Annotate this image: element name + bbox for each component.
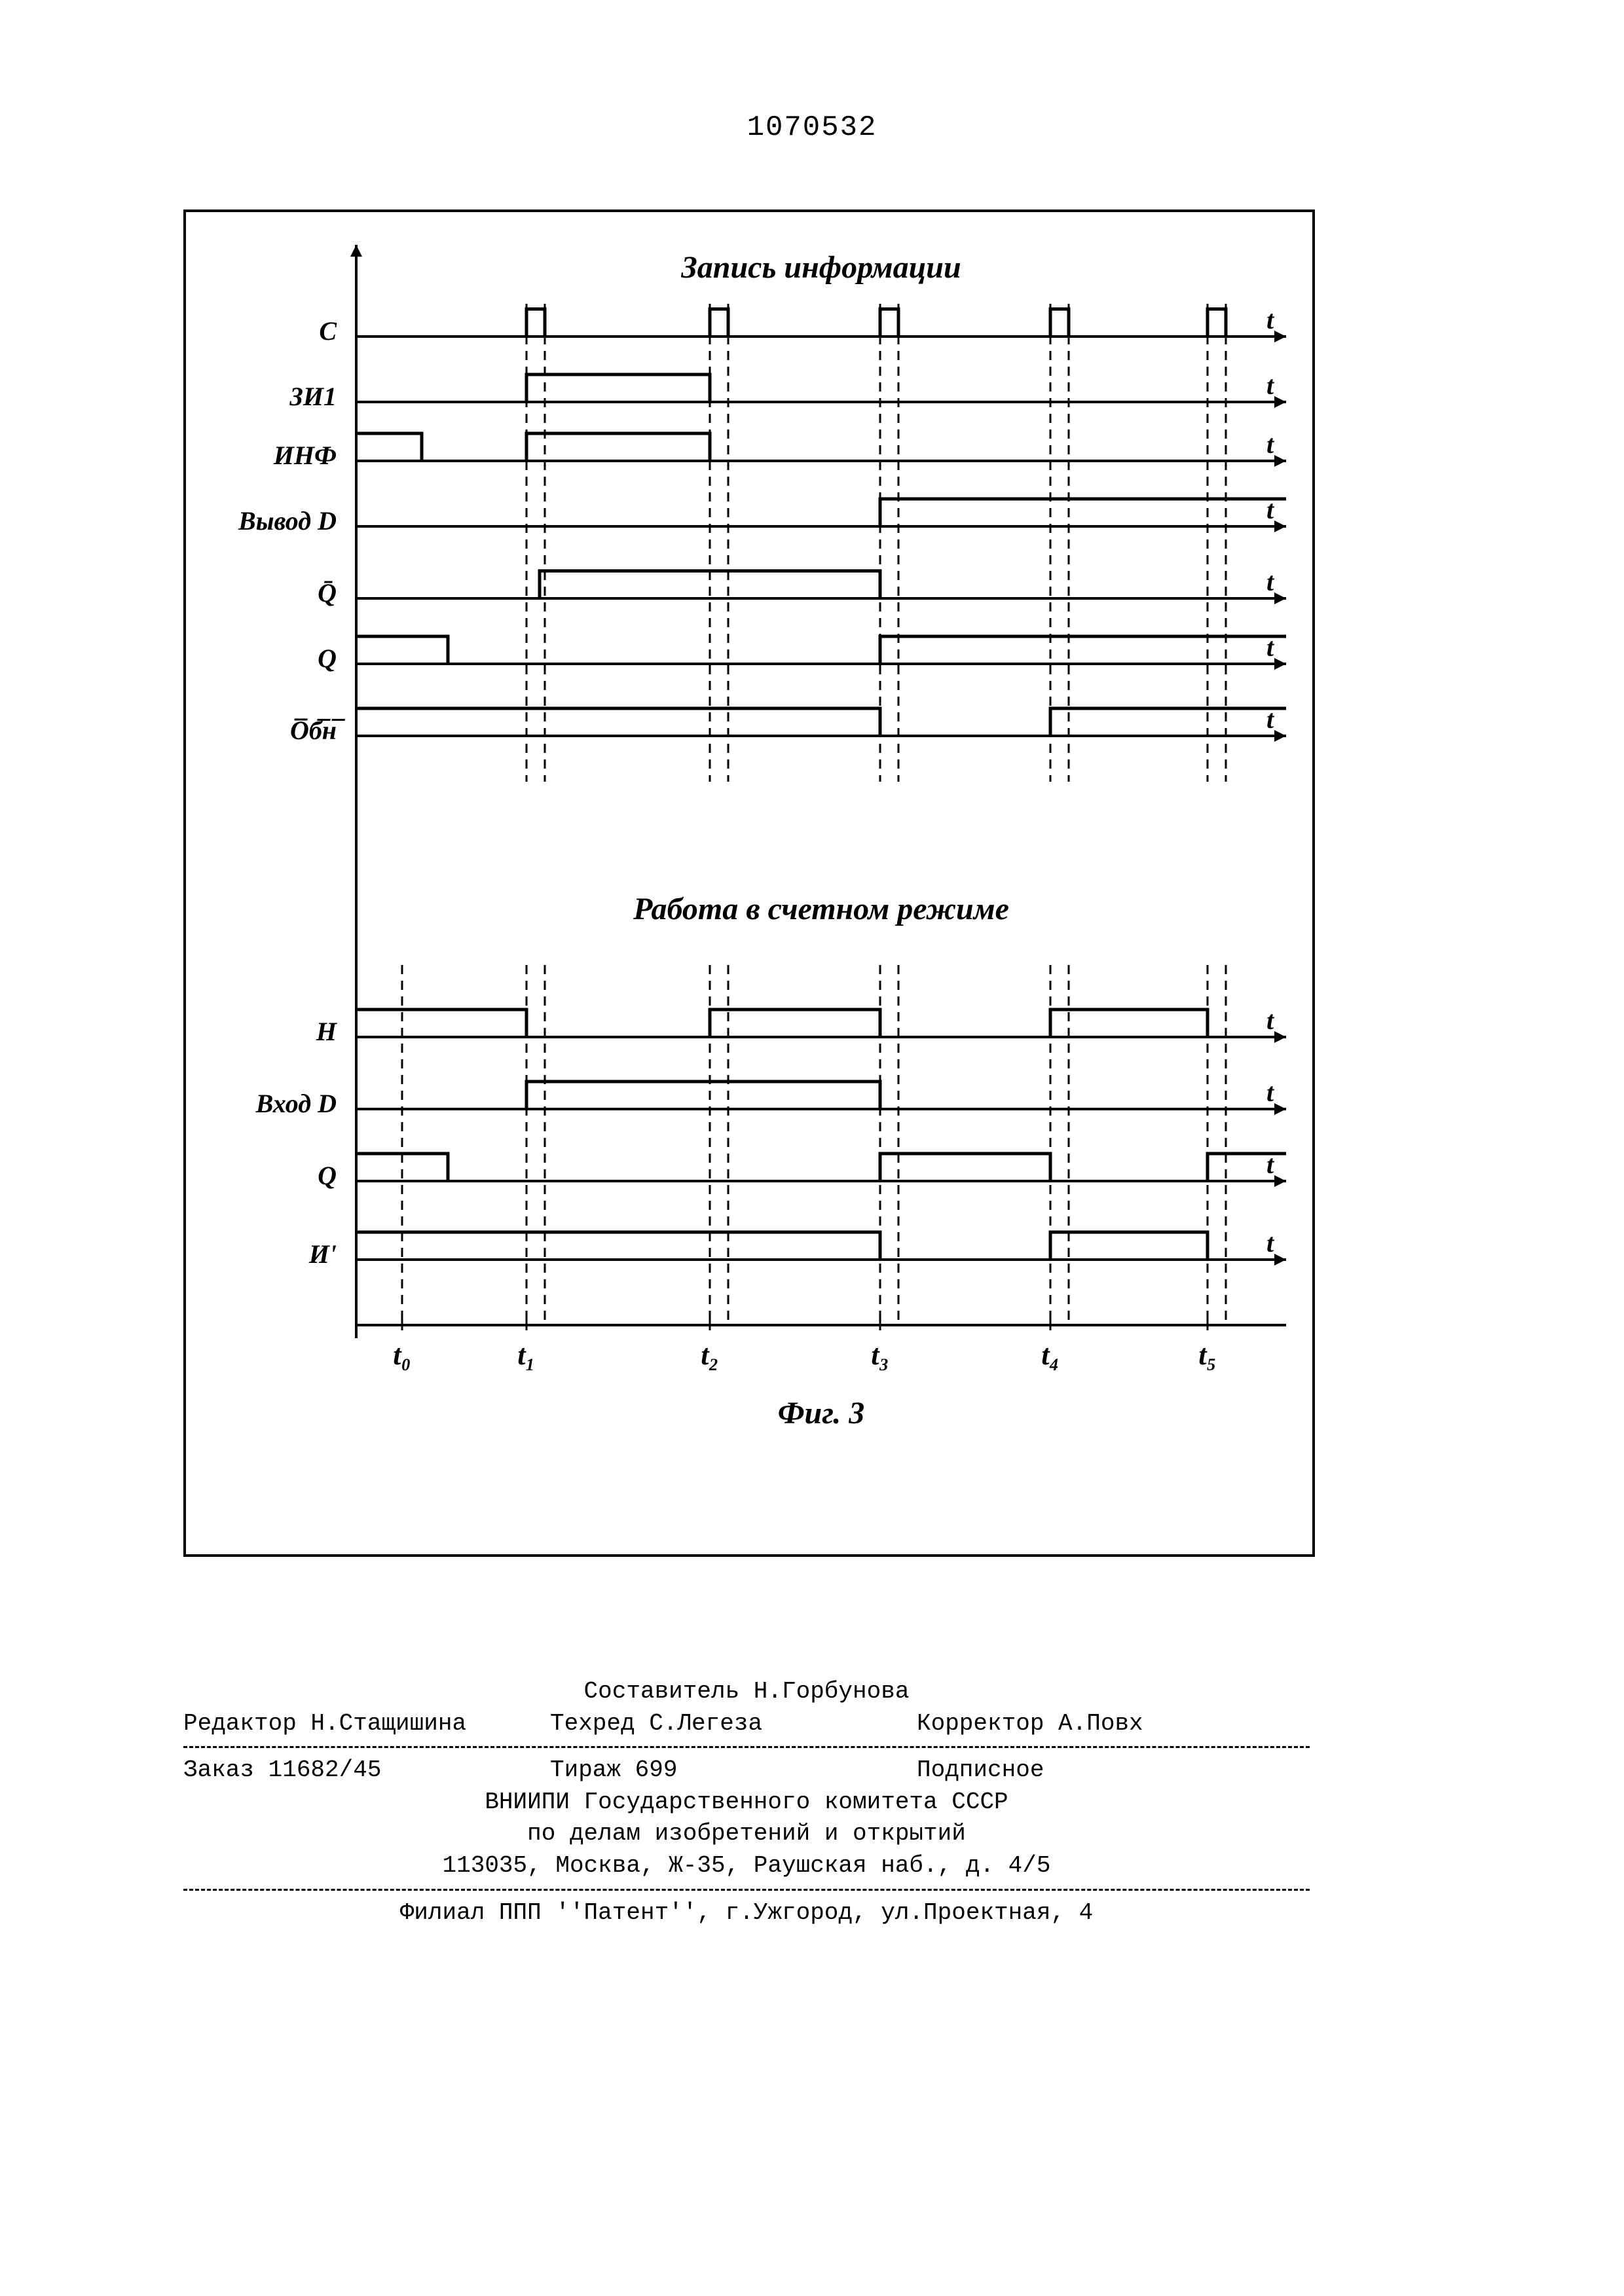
svg-text:t: t bbox=[1266, 371, 1275, 400]
svg-text:Работа в счетном режиме: Работа в счетном режиме bbox=[633, 892, 1009, 926]
svg-text:Н: Н bbox=[316, 1017, 338, 1046]
svg-text:t₁: t₁ bbox=[517, 1339, 536, 1371]
svg-text:t₃: t₃ bbox=[871, 1339, 889, 1371]
svg-text:И': И' bbox=[308, 1239, 337, 1269]
svg-text:t₅: t₅ bbox=[1198, 1339, 1217, 1371]
svg-text:t: t bbox=[1266, 567, 1275, 596]
svg-text:t: t bbox=[1266, 305, 1275, 335]
addr2: Филиал ППП ''Патент'', г.Ужгород, ул.Про… bbox=[183, 1897, 1310, 1929]
svg-text:t: t bbox=[1266, 1006, 1275, 1035]
org1: ВНИИПИ Государственного комитета СССР bbox=[183, 1787, 1310, 1819]
compiler-line: Составитель Н.Горбунова bbox=[183, 1676, 1310, 1708]
svg-text:O̅б̅н̅: O̅б̅н̅ bbox=[290, 716, 346, 745]
document-number: 1070532 bbox=[0, 111, 1624, 144]
svg-text:Q: Q bbox=[318, 1161, 337, 1190]
colophon-block: Составитель Н.Горбунова Редактор Н.Стащи… bbox=[183, 1676, 1310, 1929]
editor: Редактор Н.Стащишина bbox=[183, 1708, 524, 1740]
subscription: Подписное bbox=[917, 1755, 1044, 1787]
svg-text:Вывод D: Вывод D bbox=[238, 506, 337, 536]
techred: Техред С.Легеза bbox=[550, 1708, 891, 1740]
svg-text:t: t bbox=[1266, 429, 1275, 459]
timing-diagram: Запись информации Работа в счетном режиме… bbox=[183, 210, 1315, 1557]
corrector: Корректор А.Повх bbox=[917, 1708, 1143, 1740]
svg-text:t: t bbox=[1266, 1228, 1275, 1258]
svg-text:ЗИ1: ЗИ1 bbox=[289, 382, 337, 411]
svg-text:Вход D: Вход D bbox=[255, 1089, 337, 1118]
svg-text:Q: Q bbox=[318, 644, 337, 673]
svg-text:Q̄: Q̄ bbox=[318, 578, 337, 608]
svg-text:t₀: t₀ bbox=[393, 1339, 411, 1371]
svg-text:ИНФ: ИНФ bbox=[273, 441, 337, 470]
svg-text:С: С bbox=[319, 316, 337, 346]
svg-text:t₄: t₄ bbox=[1041, 1339, 1060, 1371]
svg-text:Запись информации: Запись информации bbox=[680, 250, 961, 285]
svg-text:t₂: t₂ bbox=[701, 1339, 719, 1371]
svg-text:t: t bbox=[1266, 1078, 1275, 1107]
addr1: 113035, Москва, Ж-35, Раушская наб., д. … bbox=[183, 1850, 1310, 1882]
order: Заказ 11682/45 bbox=[183, 1755, 524, 1787]
svg-text:Фиг. 3: Фиг. 3 bbox=[778, 1396, 865, 1430]
tirage: Тираж 699 bbox=[550, 1755, 891, 1787]
org2: по делам изобретений и открытий bbox=[183, 1818, 1310, 1850]
